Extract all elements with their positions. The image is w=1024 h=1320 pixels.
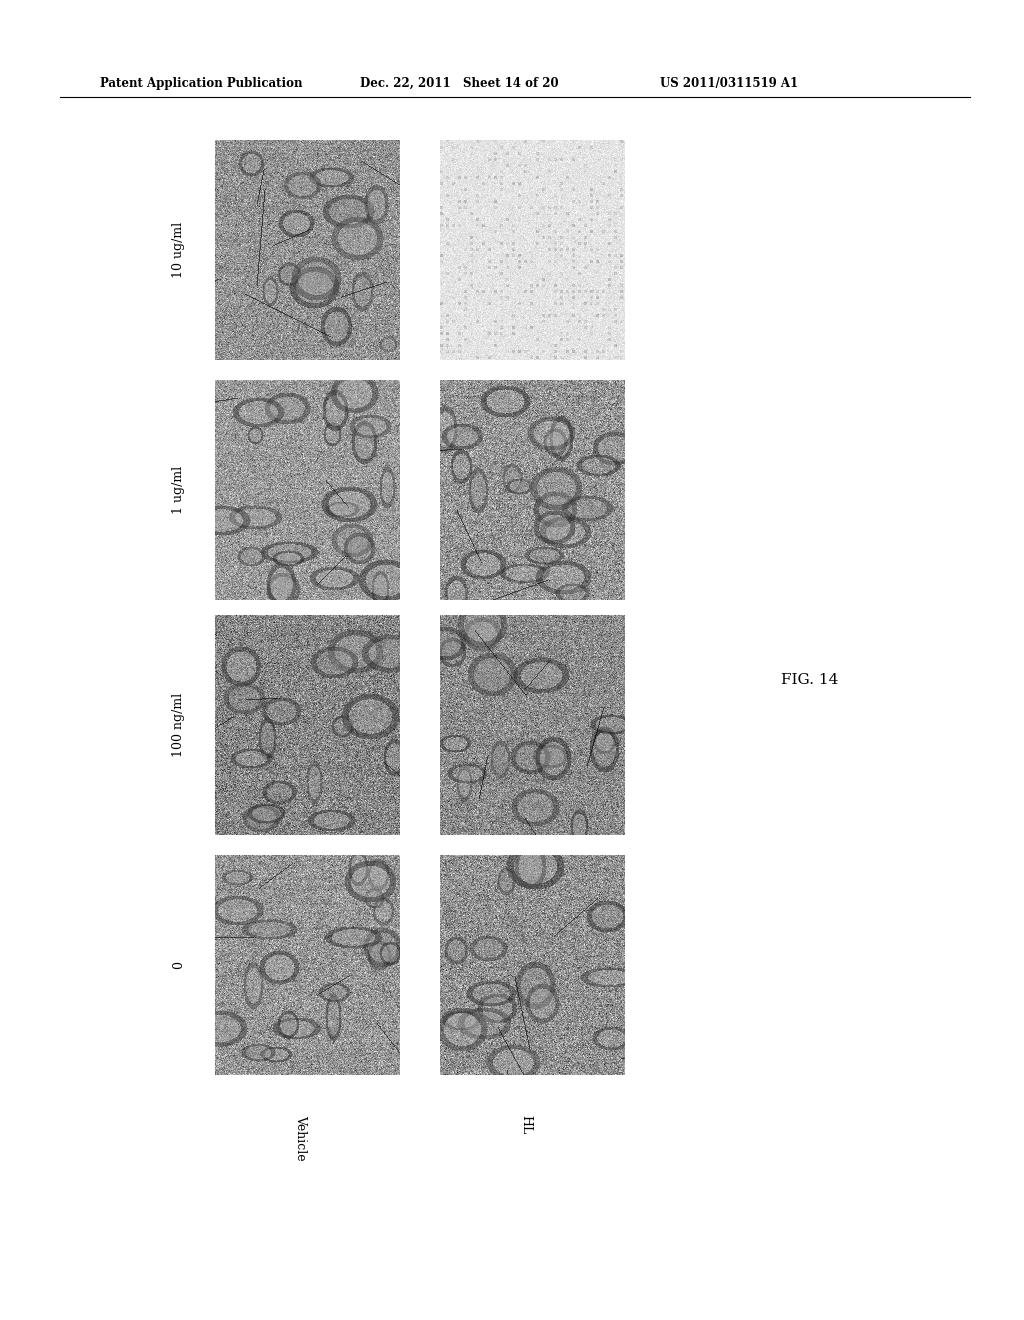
Text: US 2011/0311519 A1: US 2011/0311519 A1	[660, 77, 798, 90]
Text: 10 ug/ml: 10 ug/ml	[172, 222, 185, 279]
Text: Patent Application Publication: Patent Application Publication	[100, 77, 302, 90]
Text: Vehicle: Vehicle	[295, 1115, 307, 1160]
Text: FIG. 14: FIG. 14	[781, 673, 839, 686]
Text: 0: 0	[172, 961, 185, 969]
Text: HL: HL	[519, 1115, 532, 1134]
Text: 100 ng/ml: 100 ng/ml	[172, 693, 185, 758]
Text: 1 ug/ml: 1 ug/ml	[172, 466, 185, 513]
Text: Dec. 22, 2011   Sheet 14 of 20: Dec. 22, 2011 Sheet 14 of 20	[360, 77, 559, 90]
